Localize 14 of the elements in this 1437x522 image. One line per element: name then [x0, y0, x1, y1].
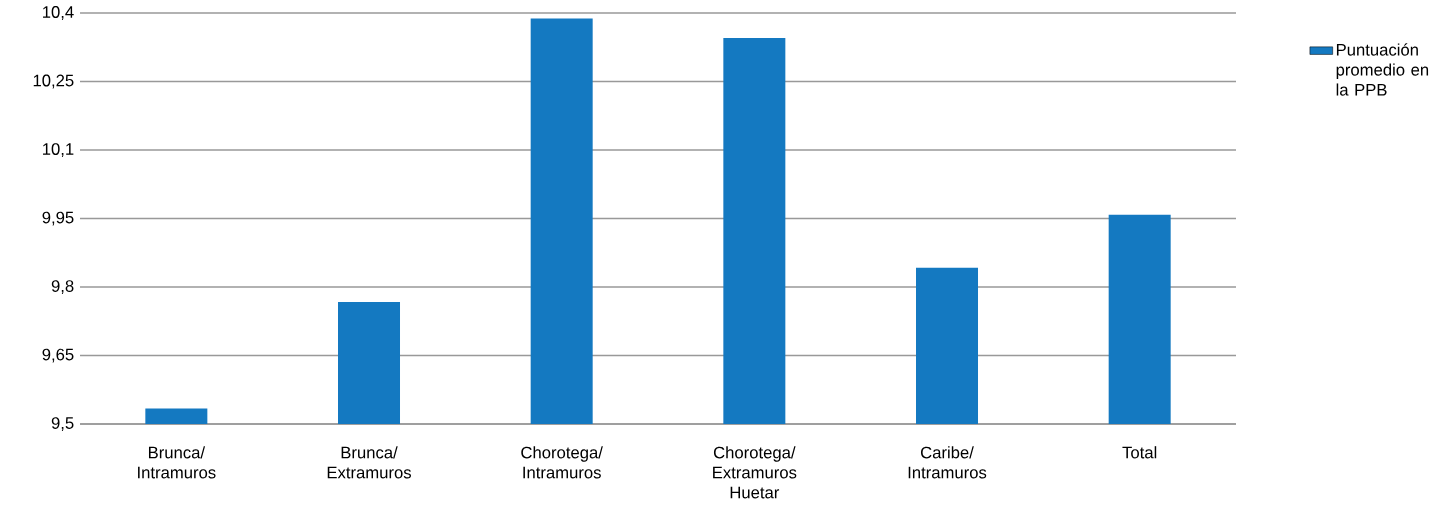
y-tick-label: 9,5 — [51, 417, 74, 431]
y-tick-label: 10,25 — [33, 74, 74, 89]
y-tick-label: 10,1 — [43, 143, 74, 157]
x-tick-label: Brunca/ Extramuros — [327, 446, 412, 479]
y-tick-label: 9,8 — [51, 280, 74, 294]
legend-label: Puntuación promedio en la PPB — [1336, 43, 1429, 96]
y-tick-label: 10,4 — [43, 6, 74, 20]
x-tick-label: Chorotega/ Intramuros — [521, 446, 603, 479]
x-tick-label: Total — [1122, 446, 1157, 459]
y-tick-label: 9,95 — [42, 211, 74, 226]
x-tick-label: Brunca/ Intramuros — [138, 446, 216, 479]
y-tick-label: 9,65 — [42, 348, 74, 363]
x-tick-label: Caribe/ Intramuros — [908, 446, 987, 479]
x-tick-label: Chorotega/ Extramuros Huetar — [713, 446, 797, 499]
